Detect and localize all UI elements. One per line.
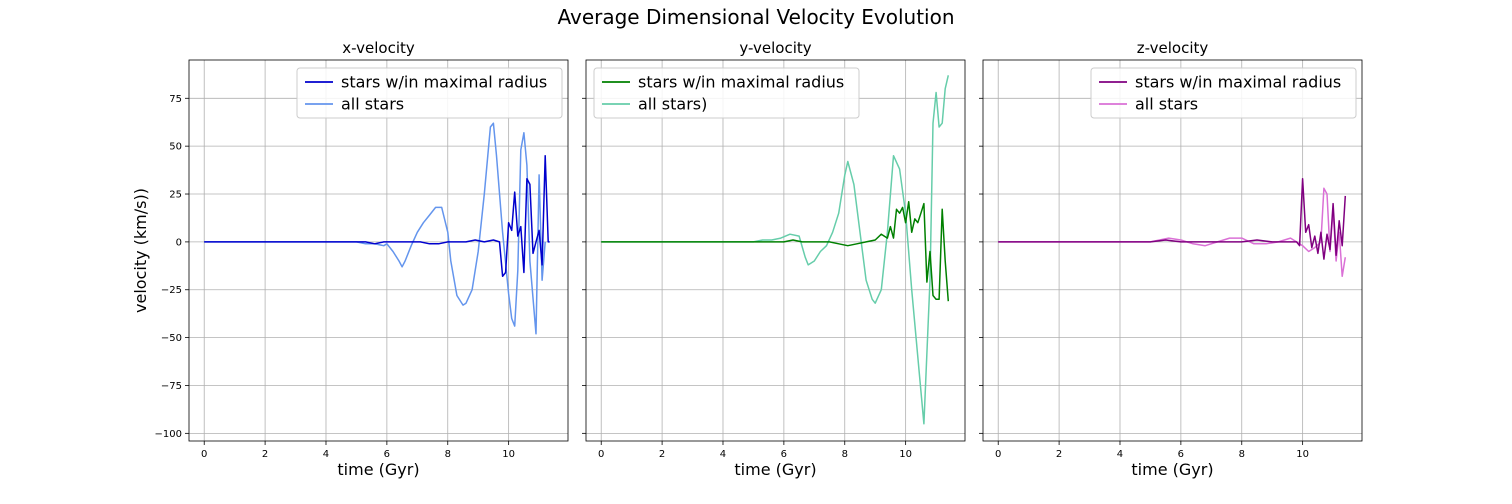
x-tick-label: 6 (1178, 449, 1184, 460)
legend-box (593, 67, 860, 119)
subplot-title: x-velocity (342, 39, 415, 57)
series-line-2 (998, 187, 1347, 278)
legend: stars w/in maximal radius all stars (296, 67, 563, 119)
x-axis-label: time (Gyr) (1131, 460, 1213, 479)
legend-label: stars w/in maximal radius (1135, 73, 1341, 92)
y-tick-label: 75 (169, 94, 182, 105)
y-tick-label: 50 (169, 142, 182, 153)
axes-frame (982, 59, 1363, 442)
x-tick-label: 2 (659, 449, 665, 460)
series-line-1 (601, 200, 950, 302)
x-axis-label: time (Gyr) (734, 460, 816, 479)
subplot-title: y-velocity (739, 39, 811, 57)
subplot-title: z-velocity (1137, 39, 1209, 57)
x-tick-label: 2 (1056, 449, 1062, 460)
axes-frame (188, 59, 569, 442)
x-tick-label: 4 (323, 449, 329, 460)
x-tick-label: 0 (598, 449, 604, 460)
legend-label: all stars) (638, 95, 707, 114)
x-tick-label: 0 (201, 449, 207, 460)
x-tick-label: 4 (720, 449, 726, 460)
legend-label: stars w/in maximal radius (341, 73, 547, 92)
y-tick-label: −50 (161, 333, 182, 344)
legend-box (296, 67, 563, 119)
x-tick-label: 10 (899, 449, 912, 460)
x-tick-label: 6 (781, 449, 787, 460)
legend: stars w/in maximal radius all stars (1090, 67, 1357, 119)
x-tick-label: 8 (1239, 449, 1245, 460)
x-tick-label: 2 (262, 449, 268, 460)
legend-label: stars w/in maximal radius (638, 73, 844, 92)
legend-label: all stars (1135, 95, 1198, 114)
x-tick-label: 10 (1296, 449, 1309, 460)
x-tick-label: 6 (384, 449, 390, 460)
y-tick-label: 0 (176, 237, 182, 248)
x-tick-label: 0 (995, 449, 1001, 460)
x-axis-label: time (Gyr) (337, 460, 419, 479)
y-tick-label: −25 (161, 285, 182, 296)
subplot-2: 0 2 4 6 8 10 y-velocity time (Gyr) stars w/in ma… (582, 39, 966, 479)
x-tick-label: 8 (842, 449, 848, 460)
y-tick-label: −100 (155, 429, 182, 440)
series-line-1 (998, 177, 1347, 260)
x-tick-label: 10 (502, 449, 515, 460)
x-tick-label: 8 (445, 449, 451, 460)
axes-frame (585, 59, 966, 442)
y-axis-label: velocity (km/s)) (131, 188, 150, 313)
subplot-3: 0 2 4 6 8 10 z-velocity time (Gyr) stars w/in ma… (979, 39, 1363, 479)
legend-box (1090, 67, 1357, 119)
y-tick-label: −75 (161, 381, 182, 392)
x-tick-label: 4 (1117, 449, 1123, 460)
legend-label: all stars (341, 95, 404, 114)
subplot-1: 0 2 4 6 8 10 −100 −75 −50 −25 0 25 50 75 x-velocity tim… (131, 39, 569, 479)
y-tick-label: 25 (169, 190, 182, 201)
series-line-1 (204, 154, 550, 278)
series-line-2 (601, 75, 950, 425)
series-line-2 (204, 122, 546, 335)
figure-title: Average Dimensional Velocity Evolution (557, 5, 955, 29)
legend: stars w/in maximal radius all stars) (593, 67, 860, 119)
